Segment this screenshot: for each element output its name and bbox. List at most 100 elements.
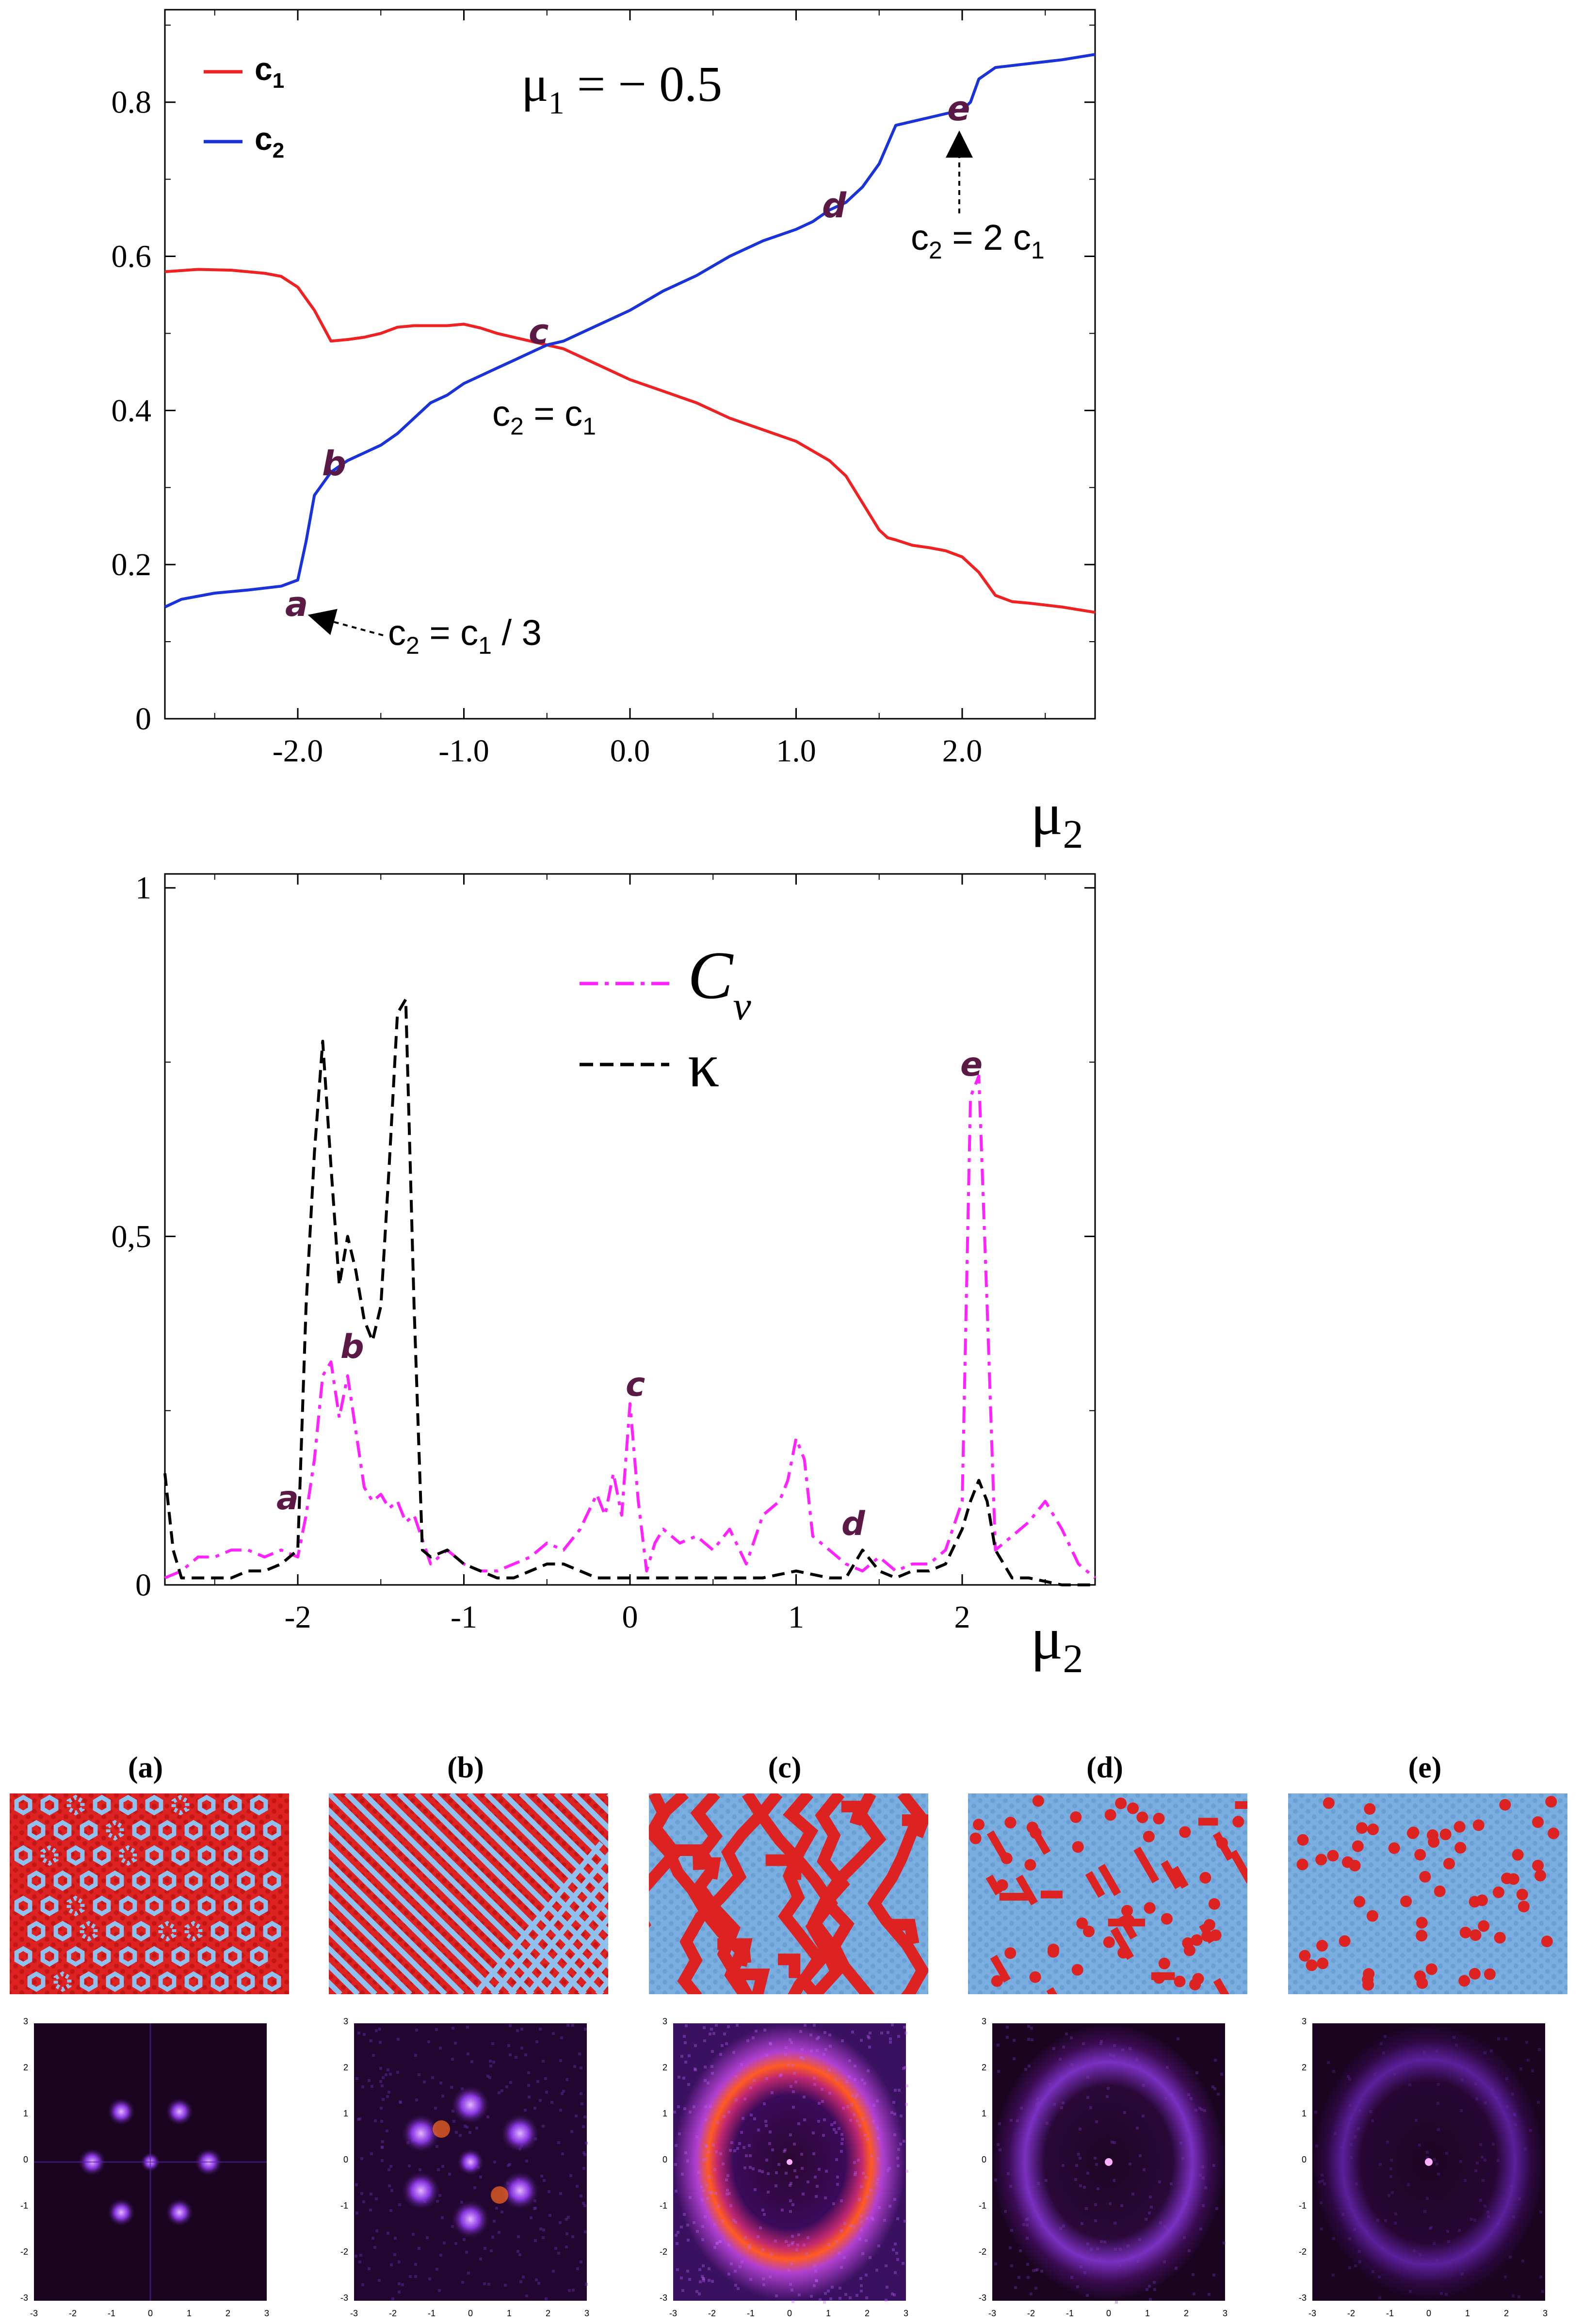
- fft-x-tick-label: 3: [1223, 2308, 1227, 2318]
- x-axis-label: μ2: [1031, 781, 1083, 857]
- snapshot-label-a: (a): [128, 1751, 163, 1784]
- fft-y-tick-label: -1: [340, 2201, 348, 2211]
- fft-x-tick-label: -2: [69, 2308, 77, 2318]
- x-tick-label: -2.0: [273, 733, 323, 769]
- fft-y-tick-label: -3: [340, 2293, 348, 2303]
- fft-y-tick-label: -1: [660, 2201, 667, 2211]
- point-letter-e: e: [947, 89, 970, 129]
- fft-y-tick-label: -3: [660, 2293, 667, 2303]
- response-chart: -2 -1 0 1 2 0 0,5 1 Cv κ μ2 a b c d e: [112, 871, 1096, 1681]
- fft-x-tick-label: -1: [108, 2308, 115, 2318]
- fft-x-tick-label: -3: [669, 2308, 677, 2318]
- fft-y-tick-label: 2: [23, 2063, 28, 2072]
- annotation-ratio-c: c2 = c1: [492, 393, 596, 440]
- series-c1-line: [164, 268, 1096, 614]
- fft-y-tick-label: -3: [20, 2293, 28, 2303]
- x-tick-label: -2: [285, 1599, 311, 1635]
- fft-x-tick-label: 2: [865, 2308, 870, 2318]
- fft-x-tick-label: 2: [226, 2308, 230, 2318]
- axis-ticks: [165, 10, 1095, 720]
- fft-x-tick-label: 1: [187, 2308, 192, 2318]
- fft-y-tick-label: 1: [1302, 2109, 1307, 2118]
- axis-ticks: [165, 874, 1095, 1586]
- y-tick-label: 0,5: [112, 1219, 152, 1254]
- legend-label-cv: Cv: [688, 938, 751, 1029]
- snapshot-label-c: (c): [768, 1751, 802, 1784]
- annotation-ratio-e: c2 = 2 c1: [911, 217, 1045, 264]
- fft-y-tick-label: 3: [982, 2017, 986, 2026]
- fft-y-tick-label: -2: [340, 2247, 348, 2257]
- x-tick-label: 2: [954, 1599, 970, 1635]
- fft-y-tick-label: 1: [982, 2109, 986, 2118]
- structure-factor-ticks: -3-3-2-2-1-100112233-3-3-2-2-1-100112233…: [20, 2017, 1548, 2318]
- fft-x-tick-label: 0: [1106, 2308, 1111, 2318]
- annotation-arrow-a: [307, 609, 384, 636]
- fft-y-tick-label: 2: [982, 2063, 986, 2072]
- x-tick-label: 0.0: [610, 733, 650, 769]
- fft-x-tick-label: 3: [904, 2308, 908, 2318]
- fft-x-tick-label: 0: [148, 2308, 153, 2318]
- fft-y-tick-label: 1: [23, 2109, 28, 2118]
- fft-x-tick-label: -2: [708, 2308, 716, 2318]
- series-kappa-line: [163, 998, 1095, 1586]
- x-axis-label: μ2: [1031, 1605, 1083, 1681]
- series-lines: [163, 998, 1096, 1586]
- concentration-chart: -2.0 -1.0 0.0 1.0 2.0 0 0.2 0.4 0.6 0.8 c1 c2 μ1 …: [112, 9, 1096, 857]
- fft-x-tick-label: 0: [787, 2308, 792, 2318]
- snapshot-label-b: (b): [447, 1751, 484, 1784]
- fft-y-tick-label: -3: [979, 2293, 986, 2303]
- fft-y-tick-label: 0: [662, 2155, 667, 2164]
- legend-label-c1: c1: [255, 51, 284, 93]
- y-tick-label: 0.4: [112, 393, 152, 428]
- lattice-snapshot-e: [1288, 1793, 1567, 1994]
- lattice-snapshot-d: [968, 1793, 1247, 1994]
- fft-y-tick-label: -1: [1299, 2201, 1307, 2211]
- fft-x-tick-label: 1: [1145, 2308, 1150, 2318]
- snapshot-label-d: (d): [1086, 1751, 1123, 1784]
- annotation-ratio-a: c2 = c1 / 3: [388, 613, 542, 659]
- fft-y-tick-label: -3: [1299, 2293, 1307, 2303]
- structure-factor-b: [354, 2023, 588, 2301]
- fft-x-tick-label: 2: [546, 2308, 550, 2318]
- fft-x-tick-label: 2: [1504, 2308, 1509, 2318]
- fft-x-tick-label: -3: [988, 2308, 996, 2318]
- y-tick-label: 0: [135, 701, 151, 737]
- fft-x-tick-label: -2: [1027, 2308, 1035, 2318]
- y-tick-label: 0.2: [112, 547, 152, 582]
- configuration-snapshots: (a) (b) (c) (d) (e): [10, 1751, 1567, 2318]
- snapshot-label-e: (e): [1408, 1751, 1442, 1784]
- fft-x-tick-label: -2: [1347, 2308, 1355, 2318]
- point-letter-d: d: [822, 186, 847, 226]
- fft-y-tick-label: 1: [662, 2109, 667, 2118]
- fft-x-tick-label: 1: [826, 2308, 831, 2318]
- fft-y-tick-label: -1: [979, 2201, 986, 2211]
- x-tick-label: -1: [451, 1599, 477, 1635]
- structure-factor-a: [34, 2023, 267, 2301]
- series-c2-line: [164, 53, 1096, 609]
- tick-labels: -2 -1 0 1 2 0 0,5 1: [112, 871, 970, 1635]
- series-Cv-line: [164, 1074, 1096, 1580]
- fft-y-tick-label: 2: [1302, 2063, 1307, 2072]
- y-tick-label: 0.8: [112, 85, 152, 120]
- peak-letter-d: d: [841, 1505, 866, 1543]
- fft-y-tick-label: 3: [23, 2017, 28, 2026]
- fft-x-tick-label: -3: [350, 2308, 358, 2318]
- fft-x-tick-label: 3: [264, 2308, 269, 2318]
- fft-y-tick-label: 0: [1302, 2155, 1307, 2164]
- y-tick-label: 0.6: [112, 239, 152, 274]
- fft-y-tick-label: 3: [343, 2017, 348, 2026]
- y-tick-label: 0: [135, 1567, 151, 1603]
- legend: Cv κ: [580, 938, 751, 1100]
- fft-x-tick-label: -1: [428, 2308, 436, 2318]
- fft-x-tick-label: 2: [1184, 2308, 1189, 2318]
- fft-x-tick-label: -1: [747, 2308, 755, 2318]
- fft-y-tick-label: 3: [662, 2017, 667, 2026]
- legend-label-c2: c2: [255, 121, 284, 162]
- x-tick-label: -1.0: [438, 733, 489, 769]
- fft-x-tick-label: 3: [584, 2308, 589, 2318]
- legend-label-kappa: κ: [688, 1031, 720, 1100]
- fft-x-tick-label: -1: [1066, 2308, 1074, 2318]
- fft-y-tick-label: 0: [982, 2155, 986, 2164]
- fft-x-tick-label: 0: [1426, 2308, 1431, 2318]
